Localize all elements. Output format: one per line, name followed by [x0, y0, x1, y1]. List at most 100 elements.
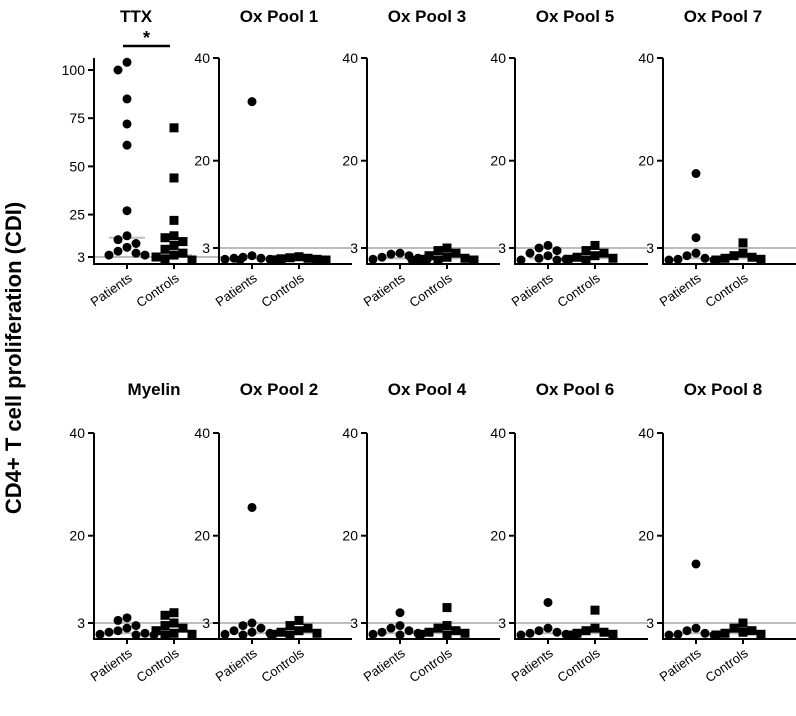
- data-point: [386, 623, 396, 633]
- data-point: [433, 255, 443, 265]
- data-point: [178, 237, 188, 247]
- data-point: [122, 206, 132, 216]
- data-point: [160, 244, 170, 254]
- data-point: [460, 628, 470, 638]
- data-point: [608, 629, 618, 639]
- y-tick-label: 20: [638, 153, 654, 169]
- data-point: [581, 246, 591, 256]
- data-point: [424, 627, 434, 637]
- data-point: [673, 629, 683, 639]
- data-point: [131, 630, 141, 640]
- y-tick-label: 40: [69, 425, 85, 441]
- data-point: [131, 239, 141, 249]
- data-point: [543, 597, 553, 607]
- data-point: [247, 627, 257, 637]
- data-point: [572, 628, 582, 638]
- panel-title: Ox Pool 2: [240, 380, 318, 399]
- data-point: [122, 140, 132, 150]
- y-tick-label: 40: [490, 50, 506, 66]
- x-tick-label: Controls: [258, 645, 307, 685]
- data-point: [368, 254, 378, 264]
- y-tick-label: 3: [202, 615, 210, 631]
- data-point: [682, 626, 692, 636]
- y-tick-label: 3: [350, 615, 358, 631]
- x-tick-label: Patients: [657, 270, 704, 310]
- data-point: [122, 242, 132, 252]
- data-point: [220, 629, 230, 639]
- y-tick-label: 20: [490, 153, 506, 169]
- data-point: [238, 630, 248, 640]
- data-point: [691, 248, 701, 258]
- data-point: [169, 215, 179, 225]
- data-point: [442, 603, 452, 613]
- data-point: [442, 621, 452, 631]
- x-tick-label: Controls: [258, 270, 307, 310]
- data-point: [247, 97, 257, 107]
- y-tick-label: 75: [69, 110, 85, 126]
- data-point: [377, 252, 387, 262]
- data-point: [460, 253, 470, 263]
- data-point: [756, 254, 766, 264]
- data-point: [451, 248, 461, 258]
- data-point: [738, 618, 748, 628]
- data-point: [160, 254, 170, 264]
- y-tick-label: 20: [342, 528, 358, 544]
- data-point: [294, 252, 304, 262]
- data-point: [738, 238, 748, 248]
- data-point: [525, 628, 535, 638]
- data-point: [151, 626, 161, 636]
- data-point: [738, 248, 748, 258]
- data-point: [140, 250, 150, 260]
- data-point: [235, 255, 245, 265]
- y-tick-label: 20: [638, 528, 654, 544]
- data-point: [682, 251, 692, 261]
- data-point: [543, 251, 553, 261]
- data-point: [673, 254, 683, 264]
- data-point: [442, 252, 452, 262]
- data-point: [122, 57, 132, 67]
- data-point: [590, 251, 600, 261]
- y-tick-label: 3: [202, 240, 210, 256]
- data-point: [711, 630, 721, 640]
- y-tick-label: 40: [490, 425, 506, 441]
- data-point: [256, 623, 266, 633]
- x-tick-label: Controls: [702, 270, 751, 310]
- y-tick-label: 20: [69, 528, 85, 544]
- data-point: [122, 623, 132, 633]
- data-point: [377, 627, 387, 637]
- data-point: [122, 94, 132, 104]
- data-point: [247, 618, 257, 628]
- data-point: [312, 254, 322, 264]
- x-tick-label: Patients: [361, 645, 408, 685]
- x-tick-label: Patients: [213, 645, 260, 685]
- data-point: [415, 629, 425, 639]
- data-point: [151, 252, 161, 262]
- data-point: [525, 248, 535, 258]
- data-point: [691, 559, 701, 569]
- data-point: [178, 623, 188, 633]
- data-point: [534, 243, 544, 253]
- data-point: [552, 255, 562, 265]
- data-point: [711, 255, 721, 265]
- data-point: [267, 629, 277, 639]
- data-point: [113, 246, 123, 256]
- data-point: [442, 630, 452, 640]
- data-point: [407, 255, 417, 265]
- data-point: [160, 630, 170, 640]
- data-point: [294, 626, 304, 636]
- x-tick-label: Patients: [88, 270, 135, 310]
- data-point: [720, 628, 730, 638]
- y-tick-label: 20: [194, 153, 210, 169]
- data-point: [442, 243, 452, 253]
- panel-title: Myelin: [128, 380, 181, 399]
- x-tick-label: Patients: [657, 645, 704, 685]
- data-point: [131, 621, 141, 631]
- data-point: [113, 235, 123, 245]
- data-point: [368, 629, 378, 639]
- y-tick-label: 3: [498, 240, 506, 256]
- data-point: [238, 621, 248, 631]
- y-tick-label: 25: [69, 207, 85, 223]
